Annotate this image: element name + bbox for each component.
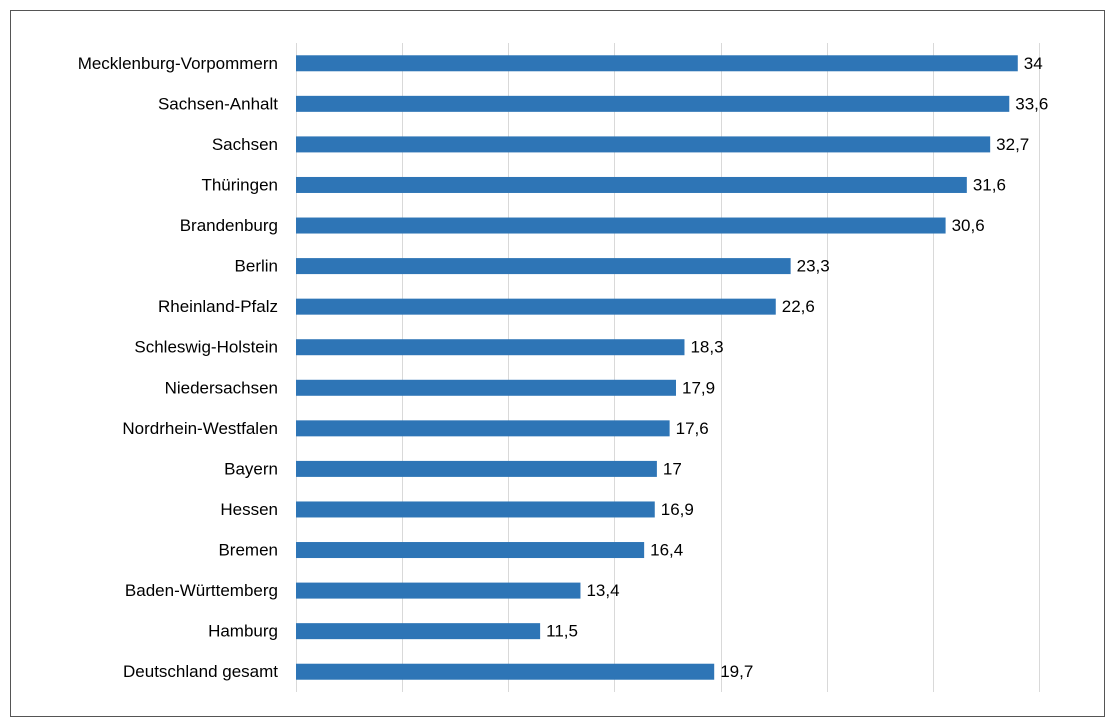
y-tick-label: Brandenburg xyxy=(180,216,278,235)
value-label: 11,5 xyxy=(546,622,578,641)
bar xyxy=(296,460,657,477)
bar xyxy=(296,501,655,518)
y-tick-label: Nordrhein-Westfalen xyxy=(122,419,278,438)
bar xyxy=(296,136,991,153)
y-tick-label: Sachsen xyxy=(212,135,278,154)
y-tick-label: Hamburg xyxy=(208,622,278,641)
bar xyxy=(296,542,645,559)
value-label: 19,7 xyxy=(720,662,753,681)
bar xyxy=(296,339,685,356)
value-label: 34 xyxy=(1024,54,1043,73)
y-tick-label: Mecklenburg-Vorpommern xyxy=(78,54,278,73)
y-tick-label: Deutschland gesamt xyxy=(123,662,278,681)
value-label: 17,6 xyxy=(676,419,709,438)
value-label: 16,4 xyxy=(650,541,683,560)
value-label: 31,6 xyxy=(973,175,1006,194)
value-label: 22,6 xyxy=(782,297,815,316)
value-label: 32,7 xyxy=(996,135,1029,154)
bar xyxy=(296,95,1010,112)
y-tick-label: Bayern xyxy=(224,459,278,478)
value-label: 17 xyxy=(663,459,682,478)
y-tick-label: Rheinland-Pfalz xyxy=(158,297,278,316)
bar xyxy=(296,217,946,234)
chart-frame xyxy=(10,10,1105,717)
value-label: 17,9 xyxy=(682,378,715,397)
value-label: 30,6 xyxy=(952,216,985,235)
bar xyxy=(296,258,791,275)
value-label: 33,6 xyxy=(1015,94,1048,113)
value-label: 16,9 xyxy=(661,500,694,519)
bar xyxy=(296,623,541,640)
y-tick-label: Bremen xyxy=(218,541,278,560)
y-tick-label: Niedersachsen xyxy=(165,378,278,397)
y-tick-label: Berlin xyxy=(235,257,278,276)
value-label: 23,3 xyxy=(797,257,830,276)
y-tick-label: Schleswig-Holstein xyxy=(134,338,278,357)
bar xyxy=(296,55,1018,72)
bar xyxy=(296,379,676,396)
bar xyxy=(296,298,776,315)
bar xyxy=(296,582,581,599)
y-tick-label: Hessen xyxy=(220,500,278,519)
bar xyxy=(296,663,715,680)
y-tick-label: Thüringen xyxy=(201,175,278,194)
y-tick-label: Sachsen-Anhalt xyxy=(158,94,278,113)
bar xyxy=(296,176,967,193)
y-tick-label: Baden-Württemberg xyxy=(125,581,278,600)
value-label: 13,4 xyxy=(586,581,619,600)
bar xyxy=(296,420,670,437)
value-label: 18,3 xyxy=(690,338,723,357)
